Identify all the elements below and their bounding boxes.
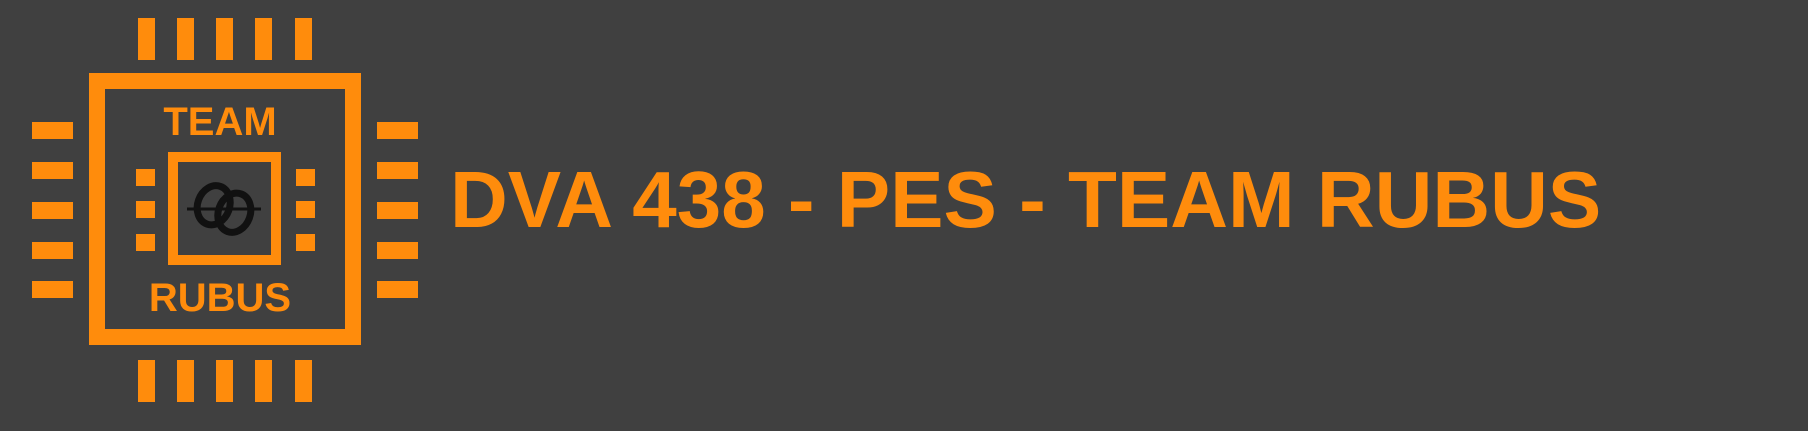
chip-right-pins [377, 122, 418, 298]
chip-top-pins [138, 18, 312, 60]
core-left-pins [136, 169, 155, 251]
team-rubus-logo: TEAM RUBUS [0, 0, 440, 431]
chip-bottom-pins [138, 360, 312, 402]
cpu-chip-icon [32, 18, 418, 402]
banner-title: DVA 438 - PES - TEAM RUBUS [450, 155, 1602, 244]
chip-left-pins [32, 122, 73, 298]
interlocked-rings-icon [187, 182, 261, 236]
chip-frame [89, 73, 361, 345]
logo-bottom-text: RUBUS [148, 276, 292, 320]
core-right-pins [296, 169, 315, 251]
chip-core [168, 152, 281, 265]
logo-top-text: TEAM [163, 100, 277, 144]
